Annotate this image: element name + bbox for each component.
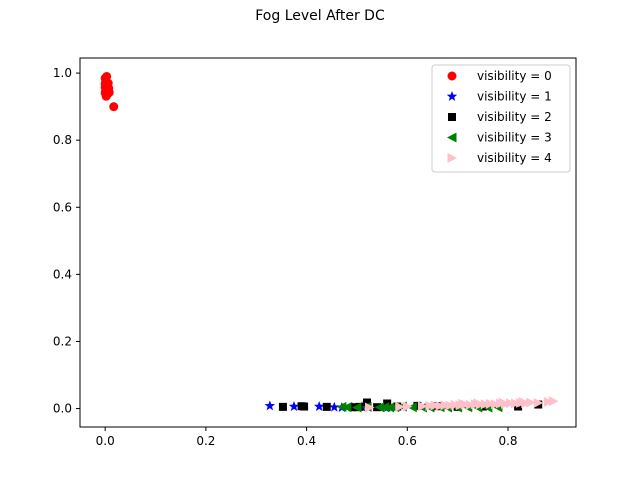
x-tick-label-0: 0.0: [96, 434, 115, 448]
series-4-point-27: [548, 396, 559, 407]
series-2-point-0: [278, 402, 287, 411]
series-4-point-1: [395, 401, 405, 412]
legend-marker-4: [447, 153, 457, 163]
series-4-point-30: [498, 397, 508, 408]
x-axis: 0.0 0.2 0.4 0.6 0.8: [96, 427, 518, 448]
series-4-point-5: [430, 400, 441, 411]
legend-marker-0: [447, 71, 457, 81]
x-tick-label-4: 0.8: [498, 434, 517, 448]
legend-label-0: visibility = 0: [477, 69, 552, 83]
series-2-point-3: [322, 402, 331, 411]
series-3-point-1: [341, 402, 352, 413]
y-tick-label-4: 0.8: [53, 133, 72, 147]
legend-marker-1: [446, 91, 458, 101]
series-2-point-6: [363, 398, 372, 407]
series-4-point-21: [511, 398, 521, 409]
series-3-point-6: [384, 402, 395, 413]
x-tick-label-2: 0.4: [297, 434, 316, 448]
series-0-point-14: [102, 71, 112, 81]
series-4-point-7: [440, 400, 451, 411]
series-4-point-0: [365, 402, 375, 413]
series-4-point-9: [450, 399, 461, 410]
series-3-point-9: [407, 402, 417, 413]
y-axis: 0.0 0.2 0.4 0.6 0.8 1.0: [53, 66, 80, 416]
series-4-point-28: [458, 398, 468, 409]
series-0-point-15: [109, 102, 119, 112]
axes-frame: [79, 57, 577, 428]
legend-marker-2: [448, 113, 456, 121]
series-0-point-13: [101, 91, 111, 101]
series-4-point-8: [445, 400, 456, 411]
legend-box: [431, 64, 571, 173]
series-4-point-24: [526, 397, 536, 408]
legend-label-4: visibility = 4: [477, 151, 552, 165]
y-tick-label-2: 0.4: [53, 267, 72, 281]
x-tick-label-3: 0.6: [398, 434, 417, 448]
series-2-point-10: [413, 401, 422, 410]
y-tick-label-1: 0.2: [53, 334, 72, 348]
legend-label-3: visibility = 3: [477, 131, 552, 145]
series-4-point-16: [485, 398, 496, 409]
series-4-point-17: [490, 399, 501, 410]
series-1-point-1: [288, 401, 300, 411]
series-4-point-2: [402, 401, 413, 412]
series-4-point-4: [425, 400, 435, 411]
legend-label-2: visibility = 2: [477, 110, 552, 124]
y-tick-label-0: 0.0: [53, 402, 72, 416]
series-4-point-25: [533, 397, 544, 408]
chart-title: Fog Level After DC: [255, 8, 385, 24]
series-3-point-0: [336, 401, 347, 412]
series-1-point-0: [264, 400, 276, 411]
series-2-point-2: [300, 402, 309, 411]
legend-marker-3: [447, 132, 457, 143]
x-tick-label-1: 0.2: [196, 434, 215, 448]
series-3-point-5: [379, 402, 390, 413]
legend-label-1: visibility = 1: [477, 90, 552, 104]
series-4-point-29: [473, 398, 483, 409]
series-1-point-3: [329, 401, 340, 412]
series-4-point-15: [480, 399, 491, 410]
legend: visibility = 0 visibility = 1 visibility =…: [431, 64, 571, 173]
series-3-point-2: [351, 402, 362, 413]
series-4-point-20: [506, 398, 516, 409]
series-4-point-12: [465, 399, 476, 410]
y-tick-label-3: 0.6: [53, 200, 72, 214]
series-1-point-2: [313, 401, 325, 411]
data-marks: [100, 71, 559, 413]
series-3-point-4: [374, 402, 385, 413]
series-4-point-6: [435, 400, 446, 411]
series-4-point-3: [417, 401, 428, 412]
y-tick-label-5: 1.0: [53, 66, 72, 80]
series-4-point-31: [518, 396, 529, 407]
series-4-point-26: [543, 396, 554, 407]
